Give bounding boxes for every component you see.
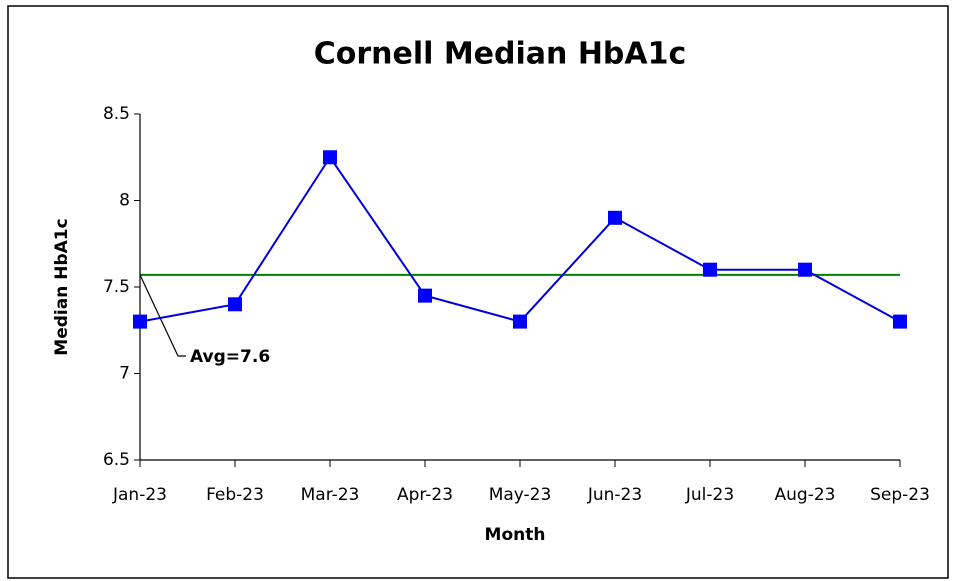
data-marker bbox=[133, 314, 147, 329]
x-tick-label: Jun-23 bbox=[587, 485, 642, 505]
y-axis-title: Median HbA1c bbox=[52, 218, 72, 355]
annotation: Avg=7.6 bbox=[190, 347, 270, 367]
x-axis-title: Month bbox=[485, 525, 546, 545]
x-tick-label: Mar-23 bbox=[301, 485, 360, 505]
data-marker bbox=[703, 262, 717, 277]
data-marker bbox=[228, 297, 242, 312]
chart-frame bbox=[7, 5, 949, 579]
x-tick-label: Jul-23 bbox=[685, 485, 734, 505]
chart-title: Cornell Median HbA1c bbox=[314, 37, 687, 72]
y-tick-label: 8.5 bbox=[103, 104, 130, 124]
data-marker bbox=[513, 314, 527, 329]
x-tick-label: May-23 bbox=[489, 485, 552, 505]
x-tick-label: Feb-23 bbox=[206, 485, 264, 505]
y-tick-label: 7 bbox=[119, 364, 130, 384]
x-tick-label: Aug-23 bbox=[775, 485, 836, 505]
y-tick-label: 8 bbox=[119, 191, 130, 211]
data-marker bbox=[893, 314, 907, 329]
data-marker bbox=[608, 210, 622, 225]
data-marker bbox=[418, 288, 432, 303]
data-marker bbox=[323, 150, 337, 165]
y-tick-label: 7.5 bbox=[103, 277, 130, 297]
y-tick-label: 6.5 bbox=[103, 450, 130, 470]
x-tick-label: Jan-23 bbox=[112, 485, 167, 505]
data-marker bbox=[798, 262, 812, 277]
x-tick-label: Apr-23 bbox=[397, 485, 453, 505]
annotation-leader bbox=[139, 274, 186, 357]
x-tick-label: Sep-23 bbox=[870, 485, 930, 505]
